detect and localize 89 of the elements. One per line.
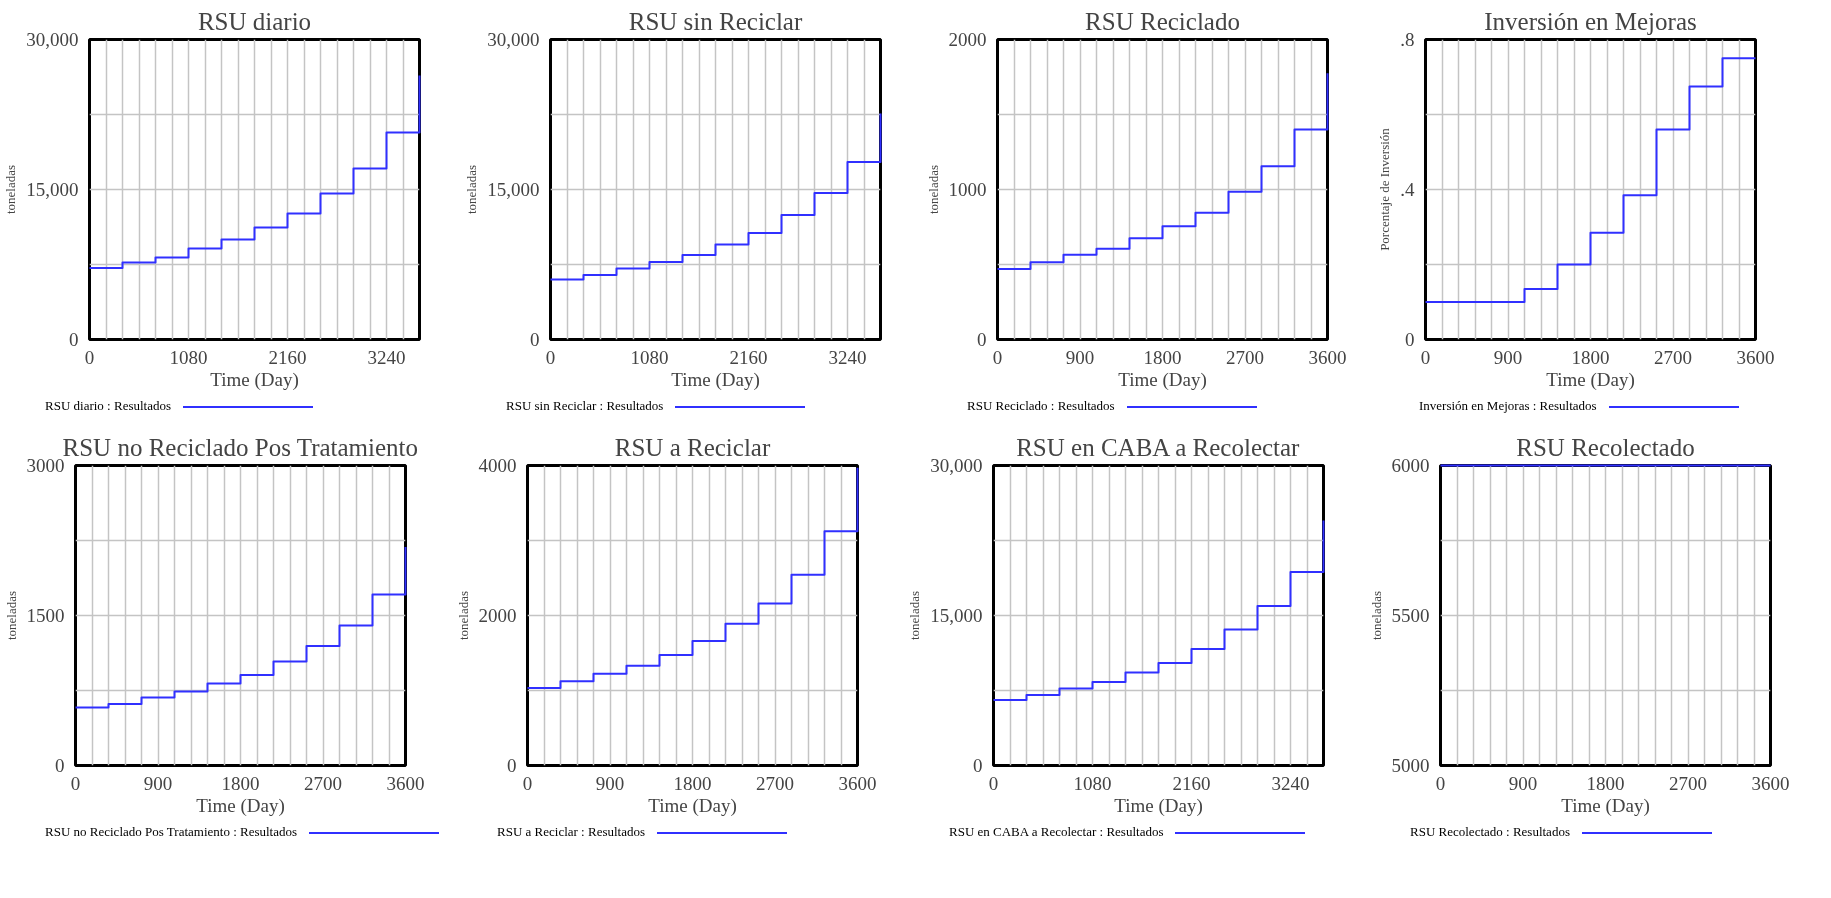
x-tick-label: 2700: [1226, 346, 1264, 368]
x-axis-title: Time (Day): [648, 794, 737, 817]
chart-title: RSU no Reciclado Pos Tratamiento: [62, 433, 419, 461]
y-tick-label: 5000: [1391, 755, 1430, 776]
x-tick-label: 2700: [1654, 346, 1692, 368]
y-tick-label: .4: [1400, 179, 1415, 200]
y-tick-label: 4000: [478, 455, 517, 476]
x-tick-label: 2160: [268, 346, 307, 368]
y-tick-label: 30,000: [930, 455, 983, 476]
y-tick-label: 1000: [948, 179, 987, 200]
x-tick-label: 3240: [367, 346, 406, 368]
y-axis-title: toneladas: [907, 590, 923, 641]
y-tick-label: .8: [1400, 29, 1415, 50]
x-tick-label: 3600: [1308, 346, 1347, 368]
y-tick-label: 3000: [26, 455, 65, 476]
y-tick-label: 0: [69, 329, 79, 350]
y-tick-label: 2000: [478, 605, 517, 626]
x-tick-label: 900: [595, 772, 625, 794]
y-tick-label: 6000: [1391, 455, 1430, 476]
x-tick-label: 2700: [1669, 772, 1707, 794]
chart-title: Inversión en Mejoras: [1484, 7, 1697, 35]
x-tick-label: 3600: [1736, 346, 1775, 368]
y-tick-label: 2000: [948, 29, 987, 50]
chart-title: RSU diario: [197, 7, 312, 35]
y-tick-label: 5500: [1391, 605, 1430, 626]
text: RSU diario : Resultados: [45, 398, 172, 413]
x-axis-title: Time (Day): [1561, 794, 1650, 817]
y-tick-label: 0: [530, 329, 540, 350]
text: RSU no Reciclado Pos Tratamiento : Resultados: [45, 824, 298, 839]
y-axis-title: Porcentaje de Inversión: [1377, 127, 1393, 251]
y-axis-title: toneladas: [925, 164, 941, 215]
chart-title: RSU en CABA a Recolectar: [1016, 433, 1301, 461]
y-axis-title: toneladas: [3, 590, 19, 641]
text: RSU a Reciclar : Resultados: [497, 824, 646, 839]
x-tick-label: 2700: [756, 772, 794, 794]
chart-title: RSU a Reciclar: [614, 433, 771, 461]
x-tick-label: 900: [1065, 346, 1095, 368]
y-tick-label: 30,000: [26, 29, 79, 50]
x-tick-label: 1080: [630, 346, 669, 368]
x-tick-label: 1800: [673, 772, 712, 794]
x-tick-label: 1800: [1571, 346, 1610, 368]
x-axis-title: Time (Day): [1114, 794, 1203, 817]
x-axis-title: Time (Day): [1118, 368, 1207, 391]
y-tick-label: 0: [55, 755, 65, 776]
text: RSU sin Reciclar : Resultados: [506, 398, 664, 413]
x-tick-label: 900: [1493, 346, 1523, 368]
x-tick-label: 0: [545, 346, 556, 368]
x-axis-title: Time (Day): [671, 368, 760, 391]
x-tick-label: 0: [992, 346, 1003, 368]
y-tick-label: 0: [507, 755, 517, 776]
x-tick-label: 1800: [221, 772, 260, 794]
x-tick-label: 2160: [1172, 772, 1211, 794]
y-axis-title: toneladas: [455, 590, 471, 641]
x-axis-title: Time (Day): [210, 368, 299, 391]
x-axis-title: Time (Day): [1546, 368, 1635, 391]
x-tick-label: 3240: [828, 346, 867, 368]
x-tick-label: 0: [84, 346, 95, 368]
text: RSU Reciclado : Resultados: [967, 398, 1115, 413]
y-tick-label: 15,000: [487, 179, 540, 200]
x-tick-label: 3240: [1271, 772, 1310, 794]
y-tick-label: 1500: [26, 605, 65, 626]
y-tick-label: 30,000: [487, 29, 540, 50]
x-tick-label: 1800: [1586, 772, 1625, 794]
x-tick-label: 3600: [838, 772, 877, 794]
x-tick-label: 900: [1508, 772, 1538, 794]
x-tick-label: 0: [1435, 772, 1446, 794]
chart-title: RSU sin Reciclar: [628, 7, 803, 35]
y-tick-label: 0: [1405, 329, 1415, 350]
y-tick-label: 15,000: [930, 605, 983, 626]
y-tick-label: 15,000: [26, 179, 79, 200]
x-axis-title: Time (Day): [196, 794, 285, 817]
x-tick-label: 3600: [1751, 772, 1790, 794]
y-tick-label: 0: [977, 329, 987, 350]
y-axis-title: toneladas: [3, 164, 19, 215]
x-tick-label: 1800: [1143, 346, 1182, 368]
x-tick-label: 3600: [386, 772, 425, 794]
y-axis-title: toneladas: [1368, 590, 1384, 641]
y-axis-title: toneladas: [464, 164, 480, 215]
x-tick-label: 1080: [1073, 772, 1112, 794]
chart-title: RSU Recolectado: [1516, 433, 1695, 461]
x-tick-label: 1080: [169, 346, 208, 368]
x-tick-label: 2700: [304, 772, 342, 794]
x-tick-label: 900: [143, 772, 173, 794]
y-tick-label: 0: [973, 755, 983, 776]
x-tick-label: 2160: [729, 346, 768, 368]
chart-title: RSU Reciclado: [1085, 7, 1240, 35]
text: RSU en CABA a Recolectar : Resultados: [949, 824, 1164, 839]
text: Inversión en Mejoras : Resultados: [1419, 398, 1597, 413]
text: RSU Recolectado : Resultados: [1410, 824, 1570, 839]
